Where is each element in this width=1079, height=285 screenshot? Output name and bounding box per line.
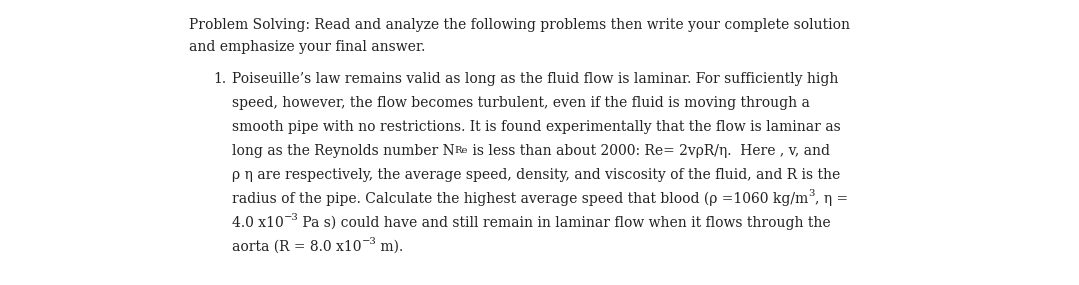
Text: long as the Reynolds number N: long as the Reynolds number N [232,144,454,158]
Text: Re: Re [454,146,468,155]
Text: −3: −3 [361,237,377,246]
Text: ρ η are respectively, the average speed, density, and viscosity of the fluid, an: ρ η are respectively, the average speed,… [232,168,841,182]
Text: and emphasize your final answer.: and emphasize your final answer. [189,40,425,54]
Text: Problem Solving: Read and analyze the following problems then write your complet: Problem Solving: Read and analyze the fo… [189,18,850,32]
Text: m).: m). [377,240,404,254]
Text: 4.0 x10: 4.0 x10 [232,216,284,230]
Text: −3: −3 [284,213,299,222]
Text: radius of the pipe. Calculate the highest average speed that blood (ρ =1060 kg/m: radius of the pipe. Calculate the highes… [232,192,808,206]
Text: 1.: 1. [213,72,227,86]
Text: Poiseuille’s law remains valid as long as the fluid flow is laminar. For suffici: Poiseuille’s law remains valid as long a… [232,72,838,86]
Text: , η =: , η = [815,192,848,206]
Text: 3: 3 [808,189,815,198]
Text: is less than about 2000: Re= 2vρR/η.  Here , v, and: is less than about 2000: Re= 2vρR/η. Her… [468,144,830,158]
Text: aorta (R = 8.0 x10: aorta (R = 8.0 x10 [232,240,361,254]
Text: speed, however, the flow becomes turbulent, even if the fluid is moving through : speed, however, the flow becomes turbule… [232,96,810,110]
Text: smooth pipe with no restrictions. It is found experimentally that the flow is la: smooth pipe with no restrictions. It is … [232,120,841,134]
Text: Pa s) could have and still remain in laminar flow when it flows through the: Pa s) could have and still remain in lam… [299,216,831,230]
